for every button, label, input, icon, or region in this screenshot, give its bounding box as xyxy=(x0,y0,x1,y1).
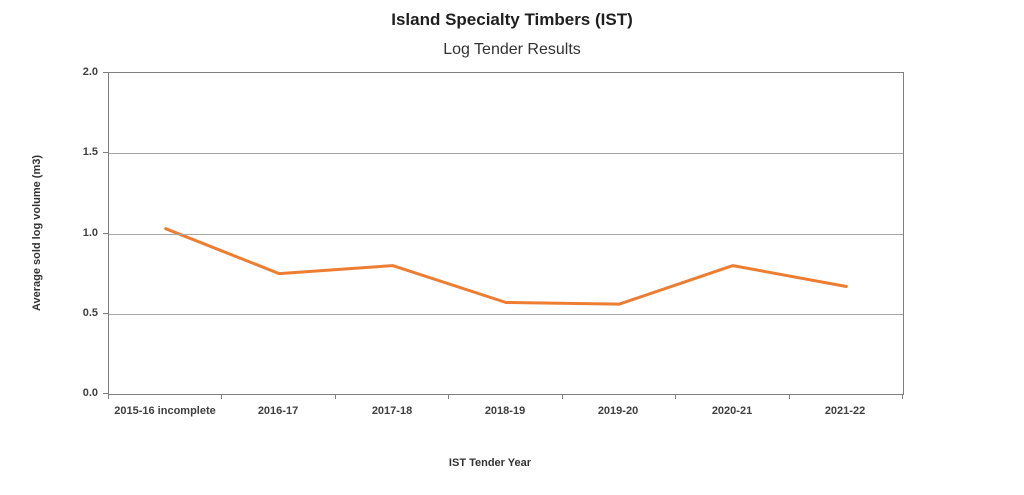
chart-subtitle: Log Tender Results xyxy=(443,41,581,58)
y-axis-title: Average sold log volume (m3) xyxy=(31,154,43,312)
data-line xyxy=(164,227,848,306)
y-axis-tick-mark xyxy=(103,313,108,314)
y-axis-tick-mark xyxy=(103,152,108,153)
y-tick-label: 1.0 xyxy=(82,227,98,239)
x-axis-tick-mark xyxy=(335,394,336,399)
plot-area xyxy=(108,72,904,395)
x-axis-tick-mark xyxy=(448,394,449,399)
x-tick-label: 2017-18 xyxy=(371,405,413,417)
gridline xyxy=(109,153,903,154)
x-tick-label: 2016-17 xyxy=(257,405,299,417)
y-axis-tick-mark xyxy=(103,233,108,234)
x-axis-tick-mark xyxy=(221,394,222,399)
x-axis-tick-mark xyxy=(789,394,790,399)
x-tick-label: 2019-20 xyxy=(597,405,639,417)
x-axis-tick-mark xyxy=(675,394,676,399)
x-tick-label: 2018-19 xyxy=(484,405,526,417)
y-tick-label: 0.0 xyxy=(82,387,98,399)
y-tick-label: 0.5 xyxy=(82,307,98,319)
y-axis-tick-mark xyxy=(103,393,108,394)
x-tick-label: 2021-22 xyxy=(824,405,866,417)
x-tick-label: 2020-21 xyxy=(711,405,753,417)
gridline xyxy=(109,234,903,235)
chart-title: Island Specialty Timbers (IST) xyxy=(391,10,633,29)
y-axis-tick-mark xyxy=(103,72,108,73)
x-axis-title: IST Tender Year xyxy=(448,457,532,469)
x-axis-tick-mark xyxy=(108,394,109,399)
data-line-series xyxy=(164,227,848,306)
x-tick-label: 2015-16 incomplete xyxy=(114,405,216,417)
x-axis-tick-mark xyxy=(562,394,563,399)
gridline xyxy=(109,314,903,315)
x-axis-tick-mark xyxy=(902,394,903,399)
y-tick-label: 1.5 xyxy=(82,146,98,158)
y-tick-label: 2.0 xyxy=(82,66,98,78)
